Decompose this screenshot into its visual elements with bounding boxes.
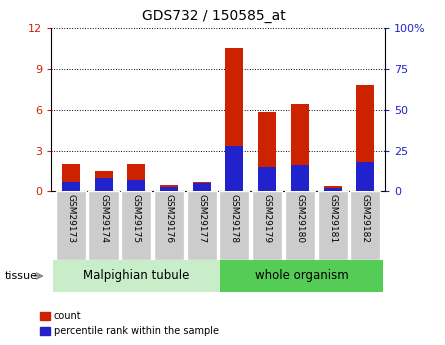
Bar <box>318 191 348 260</box>
Text: GSM29181: GSM29181 <box>328 194 337 243</box>
Bar <box>324 186 342 191</box>
Bar <box>154 191 184 260</box>
Bar <box>56 191 86 260</box>
Text: tissue: tissue <box>4 271 37 281</box>
Text: Malpighian tubule: Malpighian tubule <box>83 269 190 283</box>
Bar <box>219 191 250 260</box>
Bar <box>186 191 217 260</box>
Bar <box>62 181 80 191</box>
Text: GSM29174: GSM29174 <box>99 194 108 243</box>
Text: GSM29182: GSM29182 <box>361 194 370 243</box>
Bar <box>94 178 113 191</box>
Text: GSM29176: GSM29176 <box>165 194 174 243</box>
Bar <box>324 188 342 191</box>
Bar <box>160 187 178 191</box>
Bar <box>291 165 309 191</box>
Text: GSM29180: GSM29180 <box>295 194 304 243</box>
Legend: count, percentile rank within the sample: count, percentile rank within the sample <box>36 307 222 340</box>
Bar <box>226 146 243 191</box>
Text: whole organism: whole organism <box>255 269 348 283</box>
Bar <box>350 191 380 260</box>
Bar <box>121 191 151 260</box>
Bar <box>285 191 315 260</box>
Text: GSM29175: GSM29175 <box>132 194 141 243</box>
Bar <box>62 164 80 191</box>
Bar <box>53 260 220 292</box>
Bar <box>258 112 276 191</box>
Bar <box>291 104 309 191</box>
Bar <box>226 48 243 191</box>
Bar <box>356 162 374 191</box>
Text: GSM29177: GSM29177 <box>197 194 206 243</box>
Bar <box>127 180 145 191</box>
Bar <box>220 260 383 292</box>
Text: GDS732 / 150585_at: GDS732 / 150585_at <box>142 9 286 23</box>
Bar <box>356 85 374 191</box>
Bar <box>193 183 210 191</box>
Bar <box>127 164 145 191</box>
Bar <box>89 191 118 260</box>
Bar <box>193 182 210 191</box>
Bar <box>258 167 276 191</box>
Bar <box>94 171 113 191</box>
Text: GSM29178: GSM29178 <box>230 194 239 243</box>
Text: GSM29179: GSM29179 <box>263 194 271 243</box>
Bar <box>252 191 282 260</box>
Bar <box>160 185 178 191</box>
Text: GSM29173: GSM29173 <box>66 194 75 243</box>
